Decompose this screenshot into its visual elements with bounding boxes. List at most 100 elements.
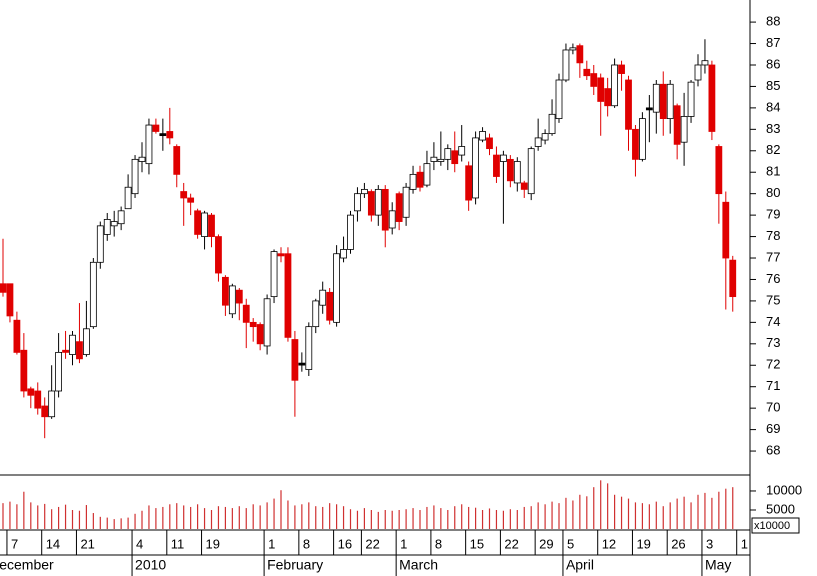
candle-body: [152, 124, 160, 132]
candle-body: [708, 64, 716, 132]
y-tick-label: 88: [766, 14, 780, 29]
candle-body: [201, 212, 208, 237]
y-tick-label: 81: [766, 164, 780, 179]
candle-body: [618, 64, 625, 74]
volume-multiplier: x10000: [754, 520, 790, 532]
candle-body: [381, 188, 389, 231]
y-tick-label: 74: [766, 314, 780, 329]
y-tick-label: 70: [766, 400, 780, 415]
month-label: May: [705, 557, 731, 573]
x-tick-label: 5: [567, 536, 574, 551]
y-tick-label: 86: [766, 56, 780, 71]
candle-body: [0, 283, 7, 293]
x-tick-label: 15: [470, 536, 484, 551]
candle-body: [180, 191, 188, 199]
candle-body: [715, 146, 723, 195]
candle-body: [645, 107, 653, 111]
y-tick-label: 78: [766, 228, 780, 243]
candle-body: [430, 156, 438, 162]
candle-body: [562, 49, 570, 81]
candle-body: [319, 289, 327, 306]
candle-body: [208, 214, 215, 237]
candle-body: [312, 300, 320, 328]
y-tick-label: 73: [766, 335, 780, 350]
candle-body: [138, 156, 146, 162]
candle-body: [444, 148, 452, 160]
candle-body: [722, 201, 730, 259]
candle-body: [221, 276, 229, 306]
y-tick-label: 85: [766, 78, 780, 93]
multiplier-box: [751, 517, 800, 534]
x-tick-label: 1: [400, 536, 407, 551]
y-tick-label: 75: [766, 292, 780, 307]
candle-body: [652, 83, 660, 113]
candle-body: [291, 339, 299, 381]
candle-body: [89, 261, 97, 328]
month-label: December: [0, 557, 54, 573]
candle-body: [611, 64, 618, 107]
candle-body: [479, 131, 486, 141]
candle-body: [367, 191, 375, 216]
candle-body: [472, 137, 480, 199]
candle-body: [277, 253, 285, 257]
x-tick-label: 7: [11, 536, 18, 551]
candle-body: [694, 64, 702, 81]
candle-body: [409, 173, 417, 190]
candle-body: [235, 289, 243, 304]
candle-body: [423, 163, 431, 186]
candle-body: [486, 137, 493, 150]
candle-body: [34, 390, 42, 409]
candle-body: [145, 124, 153, 165]
candle-body: [666, 83, 674, 120]
candle-body: [83, 328, 90, 355]
candle-body: [729, 259, 737, 298]
x-tick-label: 22: [365, 536, 379, 551]
month-label: February: [267, 557, 323, 573]
candle-body: [680, 116, 688, 143]
candle-body: [625, 79, 632, 130]
x-tick-label: 16: [338, 536, 352, 551]
candle-body: [632, 128, 639, 160]
candle-body: [576, 45, 584, 64]
y-tick-label: 72: [766, 357, 780, 372]
candle-body: [493, 154, 500, 177]
candle-body: [55, 351, 62, 392]
candle-body: [166, 131, 174, 139]
y-tick-label: 79: [766, 207, 780, 222]
y-tick-label: 71: [766, 378, 780, 393]
candle-body: [499, 154, 507, 162]
candle-body: [103, 219, 111, 235]
candle-body: [597, 77, 605, 102]
y-tick-label: 82: [766, 142, 780, 157]
candle-body: [534, 137, 542, 147]
y-tick-label: 80: [766, 185, 780, 200]
candle-body: [298, 362, 306, 366]
y-tick-label: 87: [766, 35, 780, 50]
volume-tick-label: 5000: [766, 501, 795, 516]
x-tick-label: 12: [602, 536, 616, 551]
x-tick-label: 21: [80, 536, 94, 551]
candle-body: [374, 188, 382, 216]
candle-body: [604, 88, 612, 107]
candle-body: [701, 60, 709, 66]
candle-body: [354, 193, 361, 212]
candle-body: [173, 146, 181, 175]
candle-body: [284, 253, 292, 338]
candle-body: [687, 81, 695, 117]
y-tick-label: 83: [766, 121, 780, 136]
candle-body: [6, 283, 14, 317]
candle-body: [340, 249, 347, 259]
candle-body: [76, 341, 83, 360]
candle-body: [527, 148, 535, 195]
candle-body: [437, 158, 445, 162]
candle-body: [465, 165, 473, 201]
x-tick-label: 1: [268, 536, 275, 551]
candle-body: [124, 186, 132, 210]
candle-body: [256, 324, 264, 345]
month-label: 2010: [135, 557, 166, 573]
candle-body: [326, 291, 334, 321]
y-tick-label: 76: [766, 271, 780, 286]
candle-body: [27, 388, 35, 396]
candle-body: [513, 161, 521, 184]
candle-body: [360, 188, 368, 195]
